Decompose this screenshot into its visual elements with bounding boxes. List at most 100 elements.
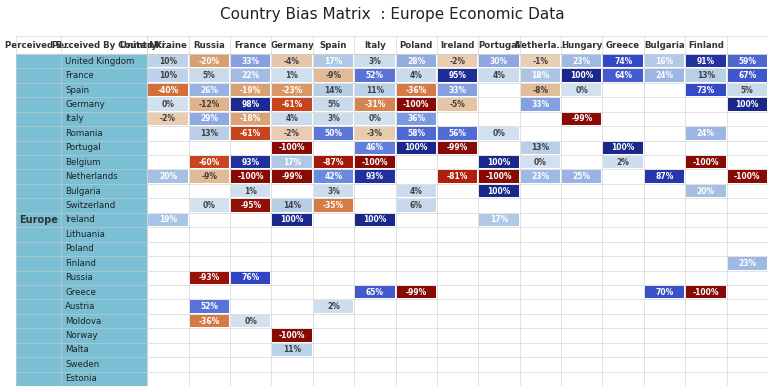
Bar [604, 156, 643, 168]
Bar [355, 84, 395, 96]
Text: 1%: 1% [244, 186, 257, 196]
Bar [190, 69, 229, 82]
Text: Sweden: Sweden [65, 360, 99, 369]
Bar [355, 156, 395, 168]
Bar [273, 199, 312, 212]
Text: -2%: -2% [449, 57, 465, 66]
Bar [687, 69, 726, 82]
Bar [314, 156, 353, 168]
Bar [687, 156, 726, 168]
Bar [148, 113, 187, 125]
Text: Spain: Spain [319, 41, 347, 49]
Text: United Ki...: United Ki... [120, 41, 175, 49]
Text: Austria: Austria [65, 302, 95, 311]
Text: Russia: Russia [65, 273, 93, 282]
Bar [147, 155, 768, 169]
Bar [438, 98, 478, 111]
Text: 64%: 64% [614, 71, 632, 80]
Text: 17%: 17% [324, 57, 343, 66]
Text: Norway: Norway [65, 331, 98, 340]
Text: Moldova: Moldova [65, 317, 101, 325]
Text: 33%: 33% [449, 86, 467, 95]
Bar [479, 156, 518, 168]
Text: 56%: 56% [449, 129, 467, 138]
Bar [355, 286, 395, 298]
Bar [273, 171, 312, 183]
Bar [231, 271, 270, 284]
Text: 24%: 24% [697, 129, 715, 138]
Text: Netherlands: Netherlands [65, 172, 118, 181]
Text: Switzerland: Switzerland [65, 201, 115, 210]
Bar [147, 300, 768, 314]
Text: Ukraine: Ukraine [149, 41, 187, 49]
Bar [727, 84, 767, 96]
Text: -19%: -19% [240, 86, 261, 95]
Text: -40%: -40% [157, 86, 179, 95]
Bar [190, 300, 229, 313]
Text: 93%: 93% [366, 172, 384, 181]
Bar [148, 55, 187, 68]
Bar [273, 329, 312, 342]
Bar [604, 55, 643, 68]
Bar [727, 171, 767, 183]
Bar [521, 55, 560, 68]
Text: Poland: Poland [399, 41, 433, 49]
Text: -5%: -5% [450, 100, 465, 109]
Bar [314, 69, 353, 82]
Text: 25%: 25% [573, 172, 591, 181]
Text: Finland: Finland [688, 41, 724, 49]
Text: 70%: 70% [655, 288, 674, 297]
Text: 65%: 65% [366, 288, 384, 297]
Text: Lithuania: Lithuania [65, 230, 105, 239]
Text: 100%: 100% [488, 158, 511, 167]
Bar [727, 257, 767, 269]
Text: -100%: -100% [279, 143, 306, 152]
Text: 4%: 4% [410, 186, 422, 196]
Text: 52%: 52% [200, 302, 218, 311]
Bar [147, 357, 768, 372]
Bar [190, 156, 229, 168]
Bar [479, 55, 518, 68]
Text: -99%: -99% [281, 172, 303, 181]
Bar [147, 256, 768, 271]
Text: 13%: 13% [200, 129, 218, 138]
Bar [190, 55, 229, 68]
Text: -36%: -36% [199, 317, 220, 325]
Bar [190, 315, 229, 327]
Bar [148, 214, 187, 226]
Text: 19%: 19% [159, 215, 177, 225]
Text: 87%: 87% [655, 172, 674, 181]
Text: -100%: -100% [362, 158, 388, 167]
Text: 74%: 74% [614, 57, 632, 66]
Bar [190, 127, 229, 140]
Bar [231, 156, 270, 168]
Bar [147, 198, 768, 213]
Text: 18%: 18% [531, 71, 550, 80]
Text: -81%: -81% [447, 172, 468, 181]
Bar [273, 214, 312, 226]
Text: 23%: 23% [573, 57, 591, 66]
Text: 23%: 23% [531, 172, 549, 181]
Bar [273, 69, 312, 82]
Text: Netherla...: Netherla... [514, 41, 567, 49]
Text: -18%: -18% [240, 115, 261, 124]
Bar [231, 69, 270, 82]
Text: Malta: Malta [65, 345, 89, 354]
Text: 4%: 4% [410, 71, 422, 80]
Text: 0%: 0% [203, 201, 216, 210]
Text: United Kingdom: United Kingdom [65, 57, 134, 66]
Bar [355, 69, 395, 82]
Bar [396, 113, 436, 125]
Bar [147, 126, 768, 141]
Bar [314, 300, 353, 313]
Bar [147, 68, 768, 83]
Text: 11%: 11% [366, 86, 384, 95]
Text: 23%: 23% [738, 259, 756, 268]
Bar [438, 142, 478, 154]
Bar [314, 113, 353, 125]
Text: 93%: 93% [242, 158, 260, 167]
Bar [396, 199, 436, 212]
Text: 95%: 95% [449, 71, 467, 80]
Text: 33%: 33% [531, 100, 549, 109]
Text: Greece: Greece [65, 288, 96, 297]
